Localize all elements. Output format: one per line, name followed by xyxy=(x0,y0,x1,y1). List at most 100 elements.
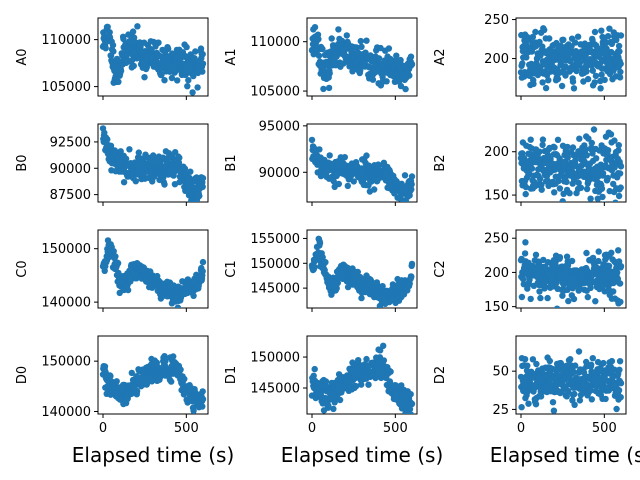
data-point xyxy=(521,356,529,363)
x-axis-label: Elapsed time (s) xyxy=(72,443,235,467)
data-point xyxy=(570,368,578,376)
data-point xyxy=(604,147,612,154)
data-point xyxy=(550,407,558,414)
data-point xyxy=(563,178,570,186)
y-tick-label: 140000 xyxy=(41,296,91,311)
subplot-d1: 145000 150000 0 500 D1 Elapsed time (s) xyxy=(224,335,443,467)
data-point xyxy=(575,179,582,187)
data-point xyxy=(576,135,583,142)
data-point xyxy=(615,42,623,50)
data-point xyxy=(330,178,337,185)
y-axis-label: A2 xyxy=(433,48,448,65)
scatter-series xyxy=(517,25,625,92)
data-point xyxy=(601,201,606,202)
y-tick-label: 90000 xyxy=(259,166,300,181)
data-point xyxy=(192,48,199,55)
data-point xyxy=(383,78,390,85)
data-point xyxy=(595,257,602,265)
data-point xyxy=(358,294,365,302)
data-point xyxy=(158,71,165,79)
scatter-series xyxy=(99,237,207,308)
data-point xyxy=(617,380,625,387)
data-point xyxy=(564,154,571,161)
data-point xyxy=(130,62,137,70)
data-point xyxy=(562,63,569,70)
data-point xyxy=(199,258,207,266)
data-point xyxy=(316,146,323,153)
data-point xyxy=(568,257,576,265)
data-point xyxy=(539,141,546,149)
y-tick-label: 200 xyxy=(484,145,509,160)
data-point xyxy=(115,78,122,86)
data-point xyxy=(375,161,382,168)
y-tick-label: 150000 xyxy=(41,355,91,370)
y-tick-label: 250 xyxy=(484,13,509,28)
data-point xyxy=(602,395,609,403)
data-point xyxy=(161,353,168,360)
y-tick-label: 250 xyxy=(484,232,509,247)
data-point xyxy=(615,147,622,154)
data-point xyxy=(610,288,617,295)
data-point xyxy=(183,43,190,51)
data-point xyxy=(357,67,364,74)
data-point xyxy=(608,249,615,256)
data-point xyxy=(376,55,383,62)
data-point xyxy=(184,83,191,90)
data-point xyxy=(181,375,188,383)
data-point xyxy=(588,361,595,368)
data-point xyxy=(363,152,370,159)
data-point xyxy=(617,263,625,270)
data-point xyxy=(520,275,527,283)
data-point xyxy=(408,400,416,407)
data-point xyxy=(161,181,168,188)
data-point xyxy=(617,163,625,170)
data-point xyxy=(380,342,387,349)
data-point xyxy=(358,381,365,388)
y-tick-label: 155000 xyxy=(250,232,300,247)
scatter-series xyxy=(99,23,207,96)
data-point xyxy=(168,74,176,82)
data-point xyxy=(570,85,578,92)
data-point xyxy=(185,77,192,84)
data-point xyxy=(559,292,566,299)
data-point xyxy=(408,181,415,188)
data-point xyxy=(587,387,594,394)
data-point xyxy=(532,401,540,408)
data-point xyxy=(181,165,189,172)
data-point xyxy=(120,179,128,186)
subplot-b2: 150 200 B2 xyxy=(433,123,627,206)
data-point xyxy=(598,185,606,192)
data-point xyxy=(606,25,613,32)
data-point xyxy=(585,135,592,142)
scatter-series xyxy=(308,136,416,202)
data-point xyxy=(132,178,139,185)
scatter-series xyxy=(99,125,207,202)
data-point xyxy=(170,353,177,360)
data-point xyxy=(315,36,322,43)
data-point xyxy=(310,372,317,379)
scatter-series xyxy=(517,348,625,414)
data-point xyxy=(538,181,545,189)
data-point xyxy=(397,82,405,90)
data-point xyxy=(617,184,624,191)
y-tick-label: 110000 xyxy=(41,33,91,48)
data-point xyxy=(588,396,595,403)
data-point xyxy=(311,24,319,31)
data-point xyxy=(343,32,350,39)
data-point xyxy=(615,142,622,149)
data-point xyxy=(542,84,550,92)
data-point xyxy=(368,278,375,285)
data-point xyxy=(589,150,596,157)
data-point xyxy=(617,394,624,401)
data-point xyxy=(518,404,525,411)
data-point xyxy=(408,60,416,68)
data-point xyxy=(326,70,333,77)
y-tick-label: 150000 xyxy=(250,351,300,366)
data-point xyxy=(174,77,181,84)
data-point xyxy=(551,189,558,196)
data-point xyxy=(199,183,206,190)
subplot-c1: 145000 150000 155000 C1 xyxy=(224,229,418,312)
y-tick-label: 150 xyxy=(484,189,509,204)
data-point xyxy=(611,137,618,144)
